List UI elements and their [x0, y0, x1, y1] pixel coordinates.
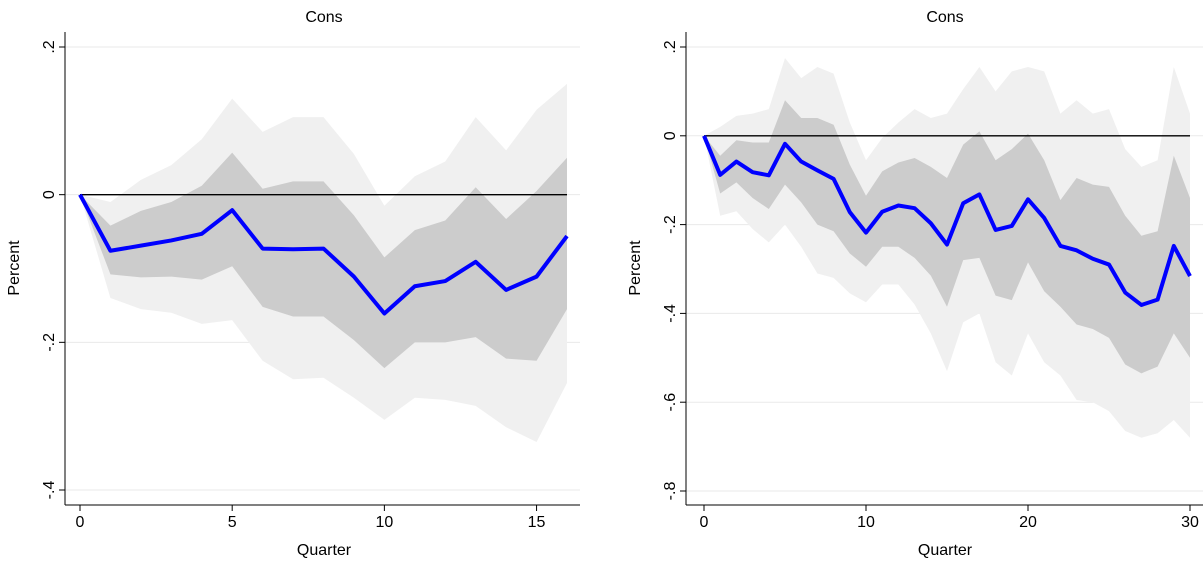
x-tick-label: 10 — [375, 514, 393, 531]
y-axis-label: Percent — [627, 240, 644, 296]
chart-panel-left: Cons Quarter Percent -.4 -.2 0 .2 0 5 10 15 — [6, 9, 580, 559]
y-tick-label: 0 — [41, 190, 58, 199]
y-tick-label: -.4 — [41, 481, 58, 500]
y-tick-label: .2 — [41, 40, 58, 53]
y-tick-label: -.2 — [662, 215, 679, 234]
x-tick-label: 0 — [700, 514, 709, 531]
x-tick-label: 15 — [528, 514, 546, 531]
inner-confidence-band — [704, 100, 1190, 374]
x-axis-label: Quarter — [297, 542, 352, 559]
y-tick-label: -.6 — [662, 393, 679, 412]
plot-area: -.4 -.2 0 .2 0 5 10 15 — [41, 32, 580, 531]
x-axis-label: Quarter — [918, 542, 973, 559]
chart-title: Cons — [305, 9, 342, 26]
inner-confidence-band — [80, 152, 567, 369]
y-tick-label: 0 — [662, 131, 679, 140]
y-axis-label: Percent — [6, 240, 23, 296]
x-tick-label: 0 — [76, 514, 85, 531]
chart-title: Cons — [926, 9, 963, 26]
y-tick-label: -.4 — [662, 304, 679, 323]
y-tick-label: .2 — [662, 40, 679, 53]
x-tick-label: 20 — [1019, 514, 1037, 531]
x-tick-label: 5 — [228, 514, 237, 531]
impulse-response-line — [78, 193, 569, 316]
y-tick-label: -.2 — [41, 333, 58, 352]
impulse-response-line — [702, 135, 1192, 307]
chart-panel-right: Cons Quarter Percent -.8 -.6 -.4 -.2 0 .2 0 10 2… — [627, 9, 1203, 559]
x-tick-label: 10 — [857, 514, 875, 531]
y-tick-label: -.8 — [662, 482, 679, 501]
plot-area: -.8 -.6 -.4 -.2 0 .2 0 10 20 30 — [662, 32, 1203, 531]
x-tick-label: 30 — [1181, 514, 1199, 531]
